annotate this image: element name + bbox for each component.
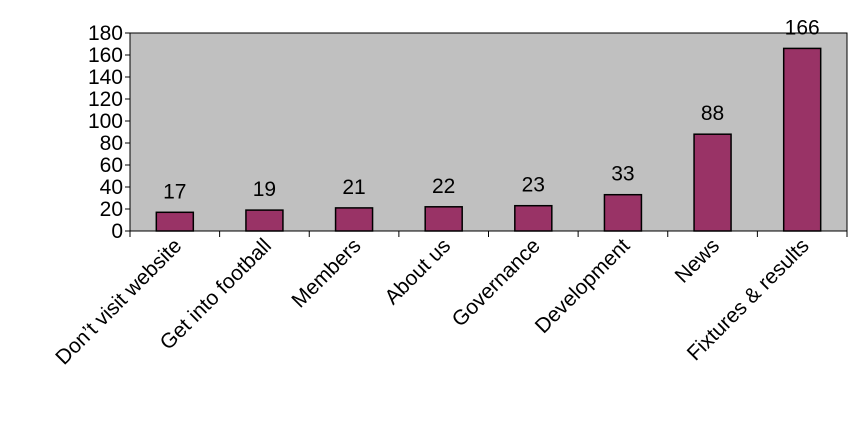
y-tick-label: 120 bbox=[88, 88, 123, 111]
x-tick-label: Members bbox=[287, 234, 365, 312]
x-tick-label: Governance bbox=[448, 234, 545, 331]
plot-area bbox=[129, 32, 848, 232]
y-tick-label: 100 bbox=[88, 110, 123, 133]
bar bbox=[603, 193, 643, 232]
y-tick-label: 80 bbox=[100, 132, 123, 155]
bar bbox=[782, 47, 822, 232]
bar bbox=[245, 209, 284, 232]
data-label: 21 bbox=[342, 176, 365, 199]
data-label: 23 bbox=[522, 174, 545, 197]
bar bbox=[155, 211, 195, 232]
data-label: 88 bbox=[701, 102, 724, 125]
y-tick-label: 0 bbox=[111, 220, 123, 243]
y-tick-label: 40 bbox=[100, 176, 123, 199]
x-tick-label: About us bbox=[380, 234, 455, 309]
y-tick-label: 180 bbox=[88, 22, 123, 45]
y-tick-label: 60 bbox=[100, 154, 123, 177]
bar bbox=[334, 207, 374, 232]
bar bbox=[693, 133, 732, 232]
bar bbox=[424, 206, 463, 232]
y-tick-label: 20 bbox=[100, 198, 123, 221]
y-tick-label: 140 bbox=[88, 66, 123, 89]
data-label: 33 bbox=[611, 163, 634, 186]
data-label: 22 bbox=[432, 175, 455, 198]
data-label: 166 bbox=[785, 16, 820, 39]
bar bbox=[514, 204, 553, 232]
data-label: 19 bbox=[253, 178, 276, 201]
y-tick-label: 160 bbox=[88, 44, 123, 67]
x-tick-label: Development bbox=[531, 234, 635, 338]
data-label: 17 bbox=[163, 180, 186, 203]
x-tick-label: News bbox=[671, 234, 724, 287]
